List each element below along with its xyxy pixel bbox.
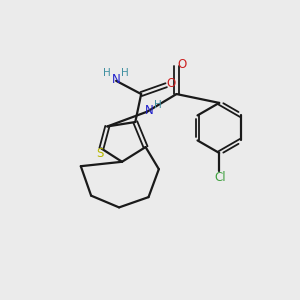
Text: H: H bbox=[121, 68, 129, 78]
Text: Cl: Cl bbox=[214, 171, 226, 184]
Text: S: S bbox=[96, 147, 103, 160]
Text: H: H bbox=[103, 68, 111, 78]
Text: O: O bbox=[167, 77, 176, 90]
Text: N: N bbox=[145, 104, 154, 117]
Text: H: H bbox=[154, 100, 162, 110]
Text: N: N bbox=[112, 73, 121, 86]
Text: O: O bbox=[177, 58, 186, 71]
